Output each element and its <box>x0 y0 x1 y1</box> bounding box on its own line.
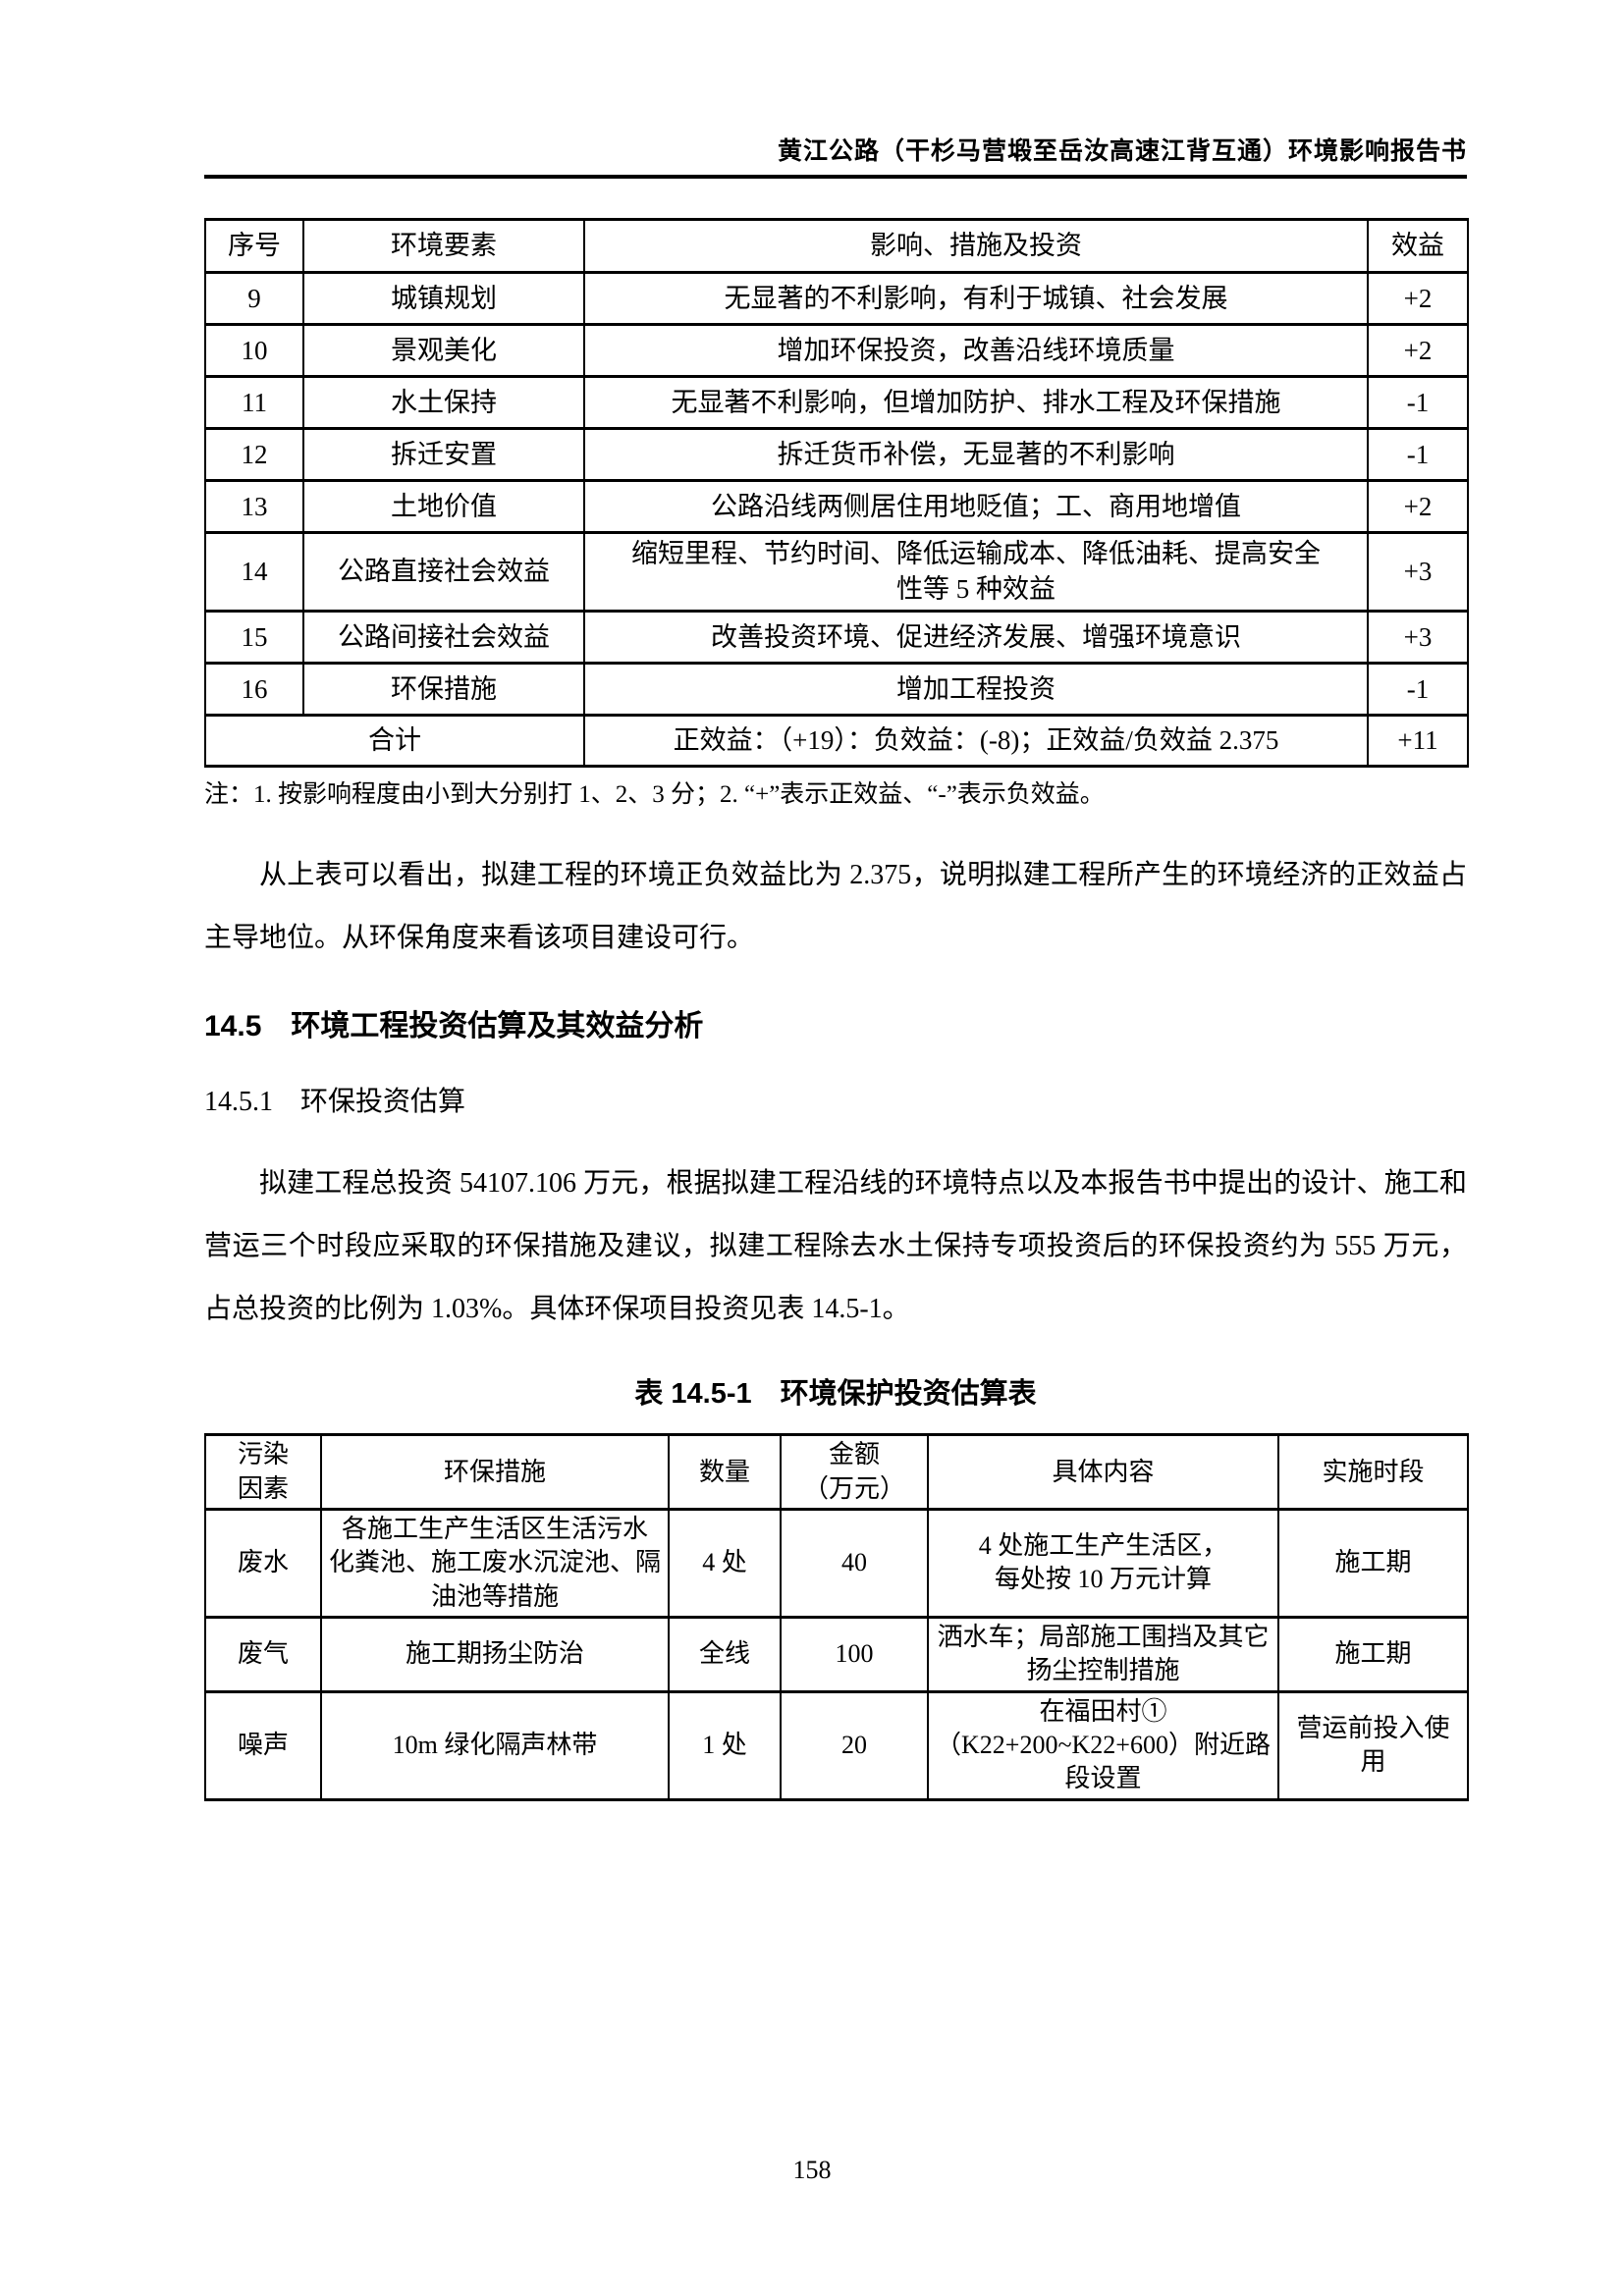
detail-cell: 4 处施工生产生活区， 每处按 10 万元计算 <box>927 1508 1279 1619</box>
measure-cell: 10m 绿化隔声林带 <box>320 1689 670 1801</box>
table-row: 13 土地价值 公路沿线两侧居住用地贬值；工、商用地增值 +2 <box>204 479 1469 534</box>
col-header-measure: 环保措施 <box>320 1433 670 1511</box>
impact-cell: 改善投资环境、促进经济发展、增强环境意识 <box>583 609 1369 665</box>
quantity-cell: 4 处 <box>668 1508 782 1619</box>
table-header-row: 序号 环境要素 影响、措施及投资 效益 <box>204 218 1469 274</box>
factor-cell: 公路直接社会效益 <box>302 531 585 613</box>
total-impact-cell: 正效益：（+19）：负效益：(-8)；正效益/负效益 2.375 <box>583 713 1369 768</box>
serial-cell: 12 <box>204 427 304 482</box>
period-cell: 施工期 <box>1277 1508 1469 1619</box>
col-header-detail: 具体内容 <box>927 1433 1279 1511</box>
section-heading-14-5: 14.5 环境工程投资估算及其效益分析 <box>204 1010 704 1043</box>
amount-cell: 100 <box>780 1615 929 1693</box>
env-investment-table: 污染 因素 环保措施 数量 金额 （万元） 具体内容 实施时段 废水 各施工生产… <box>204 1433 1469 1801</box>
benefit-cell: +3 <box>1367 609 1469 665</box>
detail-cell: 在福田村① （K22+200~K22+600）附近路 段设置 <box>927 1689 1279 1801</box>
section-heading-14-5-1: 14.5.1 环保投资估算 <box>204 1087 466 1118</box>
col-header-pollutant: 污染 因素 <box>204 1433 322 1511</box>
pollutant-cell: 废水 <box>204 1508 322 1619</box>
impact-cell: 缩短里程、节约时间、降低运输成本、降低油耗、提高安全 性等 5 种效益 <box>583 531 1369 613</box>
quantity-cell: 全线 <box>668 1615 782 1693</box>
measure-cell: 施工期扬尘防治 <box>320 1615 670 1693</box>
benefit-cell: +2 <box>1367 271 1469 326</box>
table-row: 10 景观美化 增加环保投资，改善沿线环境质量 +2 <box>204 323 1469 378</box>
serial-cell: 14 <box>204 531 304 613</box>
paragraph-conclusion: 从上表可以看出，拟建工程的环境正负效益比为 2.375，说明拟建工程所产生的环境… <box>204 860 1467 954</box>
benefit-cell: +3 <box>1367 531 1469 613</box>
amount-cell: 40 <box>780 1508 929 1619</box>
impact-cell: 拆迁货币补偿，无显著的不利影响 <box>583 427 1369 482</box>
serial-cell: 13 <box>204 479 304 534</box>
col-header-serial: 序号 <box>204 218 304 274</box>
page-header: 黄江公路（干杉马营塅至岳汝高速江背互通）环境影响报告书 <box>204 0 1467 179</box>
table-row: 9 城镇规划 无显著的不利影响，有利于城镇、社会发展 +2 <box>204 271 1469 326</box>
serial-cell: 15 <box>204 609 304 665</box>
table-row: 14 公路直接社会效益 缩短里程、节约时间、降低运输成本、降低油耗、提高安全 性… <box>204 531 1469 613</box>
factor-cell: 拆迁安置 <box>302 427 585 482</box>
measure-cell: 各施工生产生活区生活污水 化粪池、施工废水沉淀池、隔 油池等措施 <box>320 1508 670 1619</box>
quantity-cell: 1 处 <box>668 1689 782 1801</box>
col-header-period: 实施时段 <box>1277 1433 1469 1511</box>
serial-cell: 16 <box>204 661 304 717</box>
table-row: 15 公路间接社会效益 改善投资环境、促进经济发展、增强环境意识 +3 <box>204 609 1469 665</box>
benefit-cell: +2 <box>1367 323 1469 378</box>
pollutant-cell: 废气 <box>204 1615 322 1693</box>
total-label-cell: 合计 <box>204 713 585 768</box>
factor-cell: 景观美化 <box>302 323 585 378</box>
col-header-quantity: 数量 <box>668 1433 782 1511</box>
benefit-cell: -1 <box>1367 661 1469 717</box>
serial-cell: 11 <box>204 375 304 430</box>
report-title: 黄江公路（干杉马营塅至岳汝高速江背互通）环境影响报告书 <box>777 138 1467 165</box>
serial-cell: 9 <box>204 271 304 326</box>
impact-cell: 增加环保投资，改善沿线环境质量 <box>583 323 1369 378</box>
factor-cell: 城镇规划 <box>302 271 585 326</box>
impact-cell: 增加工程投资 <box>583 661 1369 717</box>
table-14-5-1-title: 表 14.5-1 环境保护投资估算表 <box>634 1378 1037 1411</box>
impact-cell: 公路沿线两侧居住用地贬值；工、商用地增值 <box>583 479 1369 534</box>
benefit-cell: -1 <box>1367 427 1469 482</box>
table-note: 注：1. 按影响程度由小到大分别打 1、2、3 分；2. “+”表示正效益、“-… <box>204 780 1105 808</box>
table-header-row: 污染 因素 环保措施 数量 金额 （万元） 具体内容 实施时段 <box>204 1433 1469 1511</box>
col-header-factor: 环境要素 <box>302 218 585 274</box>
env-benefit-table: 序号 环境要素 影响、措施及投资 效益 9 城镇规划 无显著的不利影响，有利于城… <box>204 218 1469 768</box>
serial-cell: 10 <box>204 323 304 378</box>
pollutant-cell: 噪声 <box>204 1689 322 1801</box>
period-cell: 营运前投入使用 <box>1277 1689 1469 1801</box>
col-header-impact: 影响、措施及投资 <box>583 218 1369 274</box>
detail-cell: 洒水车；局部施工围挡及其它 扬尘控制措施 <box>927 1615 1279 1693</box>
factor-cell: 公路间接社会效益 <box>302 609 585 665</box>
factor-cell: 环保措施 <box>302 661 585 717</box>
table-row: 12 拆迁安置 拆迁货币补偿，无显著的不利影响 -1 <box>204 427 1469 482</box>
page-number: 158 <box>792 2156 832 2184</box>
impact-cell: 无显著不利影响，但增加防护、排水工程及环保措施 <box>583 375 1369 430</box>
table-row: 11 水土保持 无显著不利影响，但增加防护、排水工程及环保措施 -1 <box>204 375 1469 430</box>
content-area: 黄江公路（干杉马营塅至岳汝高速江背互通）环境影响报告书 序号 环境要素 影响、措… <box>204 0 1469 1801</box>
col-header-benefit: 效益 <box>1367 218 1469 274</box>
benefit-cell: -1 <box>1367 375 1469 430</box>
table-row: 废气 施工期扬尘防治 全线 100 洒水车；局部施工围挡及其它 扬尘控制措施 施… <box>204 1615 1469 1693</box>
period-cell: 施工期 <box>1277 1615 1469 1693</box>
impact-cell: 无显著的不利影响，有利于城镇、社会发展 <box>583 271 1369 326</box>
benefit-cell: +2 <box>1367 479 1469 534</box>
table-row: 噪声 10m 绿化隔声林带 1 处 20 在福田村① （K22+200~K22+… <box>204 1689 1469 1801</box>
paragraph-investment: 拟建工程总投资 54107.106 万元，根据拟建工程沿线的环境特点以及本报告书… <box>204 1168 1467 1325</box>
factor-cell: 水土保持 <box>302 375 585 430</box>
table-total-row: 合计 正效益：（+19）：负效益：(-8)；正效益/负效益 2.375 +11 <box>204 713 1469 768</box>
total-benefit-cell: +11 <box>1367 713 1469 768</box>
table-row: 废水 各施工生产生活区生活污水 化粪池、施工废水沉淀池、隔 油池等措施 4 处 … <box>204 1508 1469 1619</box>
col-header-amount: 金额 （万元） <box>780 1433 929 1511</box>
factor-cell: 土地价值 <box>302 479 585 534</box>
amount-cell: 20 <box>780 1689 929 1801</box>
table-row: 16 环保措施 增加工程投资 -1 <box>204 661 1469 717</box>
